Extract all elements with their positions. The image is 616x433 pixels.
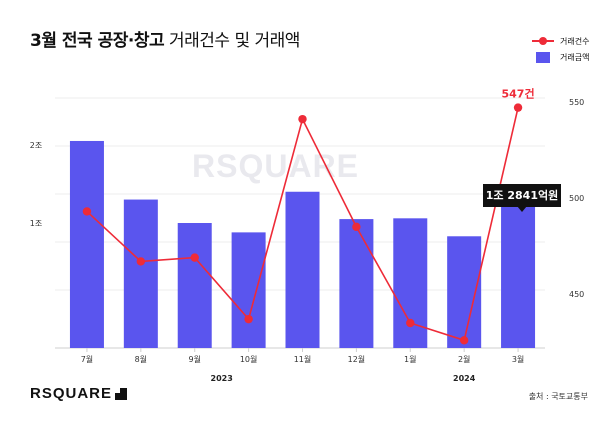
line-point (244, 314, 253, 324)
bar (123, 199, 158, 348)
line-point (82, 207, 92, 216)
legend-item-amount: 거래금액 (532, 49, 589, 65)
x-tick-label: 2월 (458, 354, 470, 364)
chart-title: 3월 전국 공장·창고 거래건수 및 거래액 (30, 26, 300, 51)
x-tick-label: 7월 (81, 354, 93, 364)
axes: 1조 2조 450 500 550 7월 8월 9월 10월 11월 12월 1월 2월 3월 2023 20… (30, 98, 585, 383)
amount-callout: 1조 2841억원 (483, 184, 561, 212)
y-left-tick-label: 2조 (30, 141, 42, 150)
logo-text: RSQUARE (30, 385, 113, 402)
legend-item-count: 거래건수 (532, 33, 589, 49)
chart-title-light: 거래건수 및 거래액 (169, 31, 300, 51)
bar-swatch-icon (536, 51, 550, 63)
year-label: 2023 (211, 374, 233, 383)
legend-count-label: 거래건수 (560, 36, 590, 46)
x-tick-label: 9월 (188, 354, 200, 364)
bar (69, 140, 104, 348)
line-point (352, 222, 361, 232)
year-label: 2024 (453, 374, 476, 383)
count-annotation: 547건 (502, 87, 535, 101)
logo-mark-icon (115, 387, 128, 400)
y-right-tick-label: 500 (569, 194, 584, 203)
y-right-tick-label: 550 (569, 98, 584, 107)
x-tick-label: 3월 (512, 354, 524, 364)
x-tick-label: 12월 (348, 354, 366, 364)
line-point (298, 114, 307, 124)
bar (231, 232, 266, 348)
bar (177, 223, 212, 348)
legend: 거래건수 거래금액 (532, 33, 589, 65)
amount-callout-label: 1조 2841억원 (483, 184, 561, 207)
source-note: 출처 : 국토교통부 (528, 392, 588, 401)
legend-amount-label: 거래금액 (560, 52, 590, 62)
callout-pointer (517, 206, 527, 212)
y-right-tick-label: 450 (569, 290, 584, 299)
bar (285, 191, 320, 348)
line-point (136, 257, 146, 266)
line-series: 547건 (82, 87, 535, 345)
bar (339, 219, 374, 348)
x-tick-label: 1월 (404, 354, 416, 364)
x-tick-label: 11월 (294, 354, 312, 364)
bar-series (69, 140, 536, 348)
x-tick-label: 10월 (240, 354, 258, 364)
line-point (406, 318, 415, 328)
logo: RSQUARE (30, 385, 128, 402)
bar (501, 200, 536, 348)
watermark: RSQUARE (192, 148, 360, 184)
line-point (459, 336, 469, 345)
line-point (513, 103, 523, 112)
y-left-tick-label: 1조 (30, 219, 42, 228)
line-point (190, 253, 199, 262)
bar (393, 218, 428, 348)
x-tick-label: 8월 (135, 354, 147, 364)
line-marker-icon (532, 36, 554, 46)
chart-title-bold: 3월 전국 공장·창고 (30, 31, 165, 51)
